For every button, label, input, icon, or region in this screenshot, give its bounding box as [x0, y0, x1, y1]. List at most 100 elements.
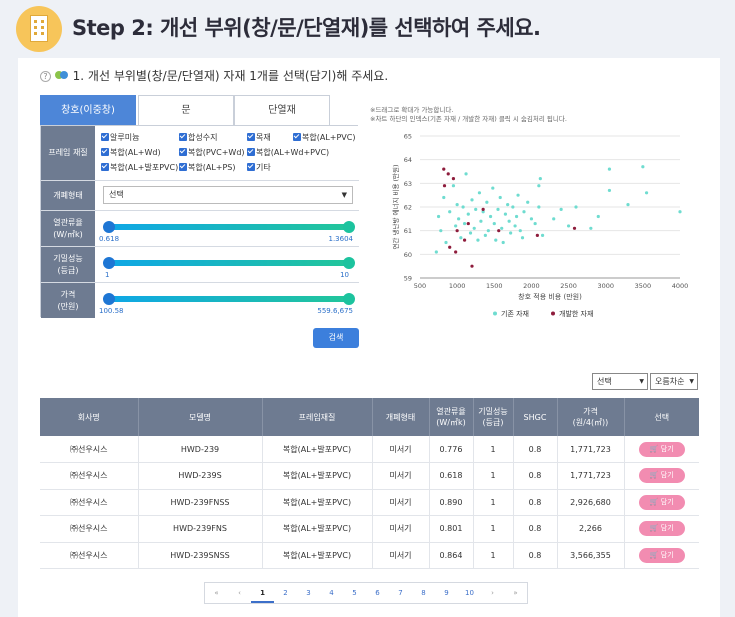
- filter-open-type-row: 개폐형태 선택 ▼: [41, 181, 359, 211]
- data-point: [462, 221, 467, 226]
- filter-frame-label: 프레임 재질: [41, 126, 95, 180]
- data-point: [607, 167, 612, 171]
- cart-icon: 🛒: [649, 444, 661, 453]
- tab-window[interactable]: 창호(이중창): [40, 95, 136, 125]
- slider-min-handle[interactable]: [103, 293, 115, 305]
- data-point: [486, 229, 490, 233]
- y-axis-label: 연간 냉난방 에너지 비용 (만원): [391, 164, 400, 249]
- table-cell: 1: [473, 515, 514, 543]
- chevron-down-icon: ▼: [341, 191, 347, 199]
- add-label: 담기: [660, 444, 674, 453]
- frame-option-checkbox[interactable]: 복합(AL+Wd): [101, 147, 161, 158]
- subtitle-text: 1. 개선 부위별(창/문/단열재) 자재 1개를 선택(담기)해 주세요.: [72, 69, 389, 83]
- add-to-cart-button[interactable]: 🛒 담기: [638, 468, 685, 484]
- data-point: [538, 177, 542, 181]
- uvalue-slider[interactable]: [103, 221, 355, 233]
- page-button[interactable]: 1: [251, 583, 274, 603]
- data-point: [474, 207, 478, 211]
- frame-option-checkbox[interactable]: 복합(AL+PS): [179, 162, 236, 173]
- scatter-chart[interactable]: 59 60 61 62 63 64 65 500 1000 1500 2000 2500 3000 350…: [370, 124, 700, 324]
- first-page-button[interactable]: «: [214, 589, 219, 597]
- data-point: [520, 236, 525, 240]
- table-cell: 0.864: [429, 542, 474, 569]
- filter-uvalue-label: 열관류율 (W/㎡k): [41, 211, 95, 246]
- price-slider[interactable]: [103, 293, 355, 305]
- frame-option-checkbox[interactable]: 목재: [247, 132, 271, 143]
- frame-option-checkbox[interactable]: 기타: [247, 162, 271, 173]
- x-tick-label: 4000: [672, 282, 689, 290]
- add-to-cart-button[interactable]: 🛒 담기: [638, 441, 685, 457]
- cart-icon: 🛒: [649, 471, 661, 480]
- page-button[interactable]: 4: [329, 589, 334, 597]
- page-button[interactable]: 6: [375, 589, 380, 597]
- table-cell: 0.776: [429, 436, 474, 463]
- chevron-down-icon: ▼: [639, 378, 644, 385]
- data-point: [522, 210, 526, 214]
- slider-max-handle[interactable]: [343, 221, 355, 233]
- data-point: [459, 236, 463, 240]
- tab-door[interactable]: 문: [138, 95, 234, 125]
- filter-price-row: 가격 (만원) 100.58 559.6,675: [41, 283, 359, 318]
- page-button[interactable]: 5: [352, 589, 357, 597]
- slider-max-handle[interactable]: [343, 293, 355, 305]
- sort-order-select[interactable]: 오름차순 ▼: [650, 373, 698, 390]
- chart-notes: ※드래그로 확대가 가능합니다. ※차트 하단의 인덱스(기존 자재 / 개발한…: [370, 106, 567, 124]
- add-to-cart-button[interactable]: 🛒 담기: [638, 521, 685, 537]
- frame-option-checkbox[interactable]: 합성수지: [179, 132, 217, 143]
- data-point: [454, 224, 458, 228]
- table-row: ㈜선우시스 HWD-239SNSS 복합(AL+발포PVC) 미서기 0.864 1 0.8…: [40, 542, 699, 569]
- open-type-select[interactable]: 선택 ▼: [103, 186, 353, 204]
- data-point: [537, 205, 541, 209]
- page-button[interactable]: 3: [306, 589, 311, 597]
- data-point: [503, 212, 508, 216]
- page-button[interactable]: 2: [283, 589, 288, 597]
- add-to-cart-button[interactable]: 🛒 담기: [638, 494, 685, 510]
- help-icon[interactable]: ?: [40, 71, 51, 82]
- frame-option-checkbox[interactable]: 복합(PVC+Wd): [179, 147, 245, 158]
- frame-option-checkbox[interactable]: 알루미늄: [101, 132, 139, 143]
- last-page-button[interactable]: »: [513, 589, 518, 597]
- data-point: [518, 229, 522, 233]
- frame-option-checkbox[interactable]: 복합(AL+발포PVC): [101, 162, 178, 173]
- data-point: [574, 205, 578, 209]
- data-point: [448, 245, 452, 249]
- y-tick-label: 63: [404, 180, 412, 188]
- table-cell: ㈜선우시스: [40, 489, 139, 516]
- frame-option-checkbox[interactable]: 복합(AL+Wd+PVC): [247, 147, 329, 158]
- slider-min-handle[interactable]: [103, 221, 115, 233]
- x-tick-label: 1500: [486, 282, 503, 290]
- data-point: [454, 250, 458, 254]
- page-button[interactable]: 10: [465, 589, 474, 597]
- data-point: [626, 203, 630, 207]
- page-button[interactable]: 7: [398, 589, 403, 597]
- category-tabs: 창호(이중창) 문 단열재: [40, 95, 358, 125]
- frame-option-checkbox[interactable]: 복합(AL+PVC): [293, 132, 355, 143]
- table-cell: 복합(AL+발포PVC): [262, 542, 373, 569]
- data-point: [451, 184, 456, 188]
- sort-field-select[interactable]: 선택 ▼: [592, 373, 648, 390]
- next-page-button[interactable]: ›: [491, 589, 494, 597]
- data-point: [492, 221, 496, 226]
- table-cell: 🛒 담기: [624, 542, 699, 569]
- tab-insulation[interactable]: 단열재: [234, 95, 330, 125]
- table-cell: 미서기: [372, 436, 430, 463]
- table-cell: 복합(AL+발포PVC): [262, 436, 373, 463]
- data-point: [442, 184, 447, 188]
- page-button[interactable]: 9: [444, 589, 449, 597]
- airtight-slider[interactable]: [103, 257, 355, 269]
- add-label: 담기: [660, 471, 674, 480]
- page-button[interactable]: 8: [421, 589, 426, 597]
- slider-max-handle[interactable]: [343, 257, 355, 269]
- data-point: [566, 224, 571, 228]
- frame-options: 알루미늄 합성수지 목재 복합(AL+PVC) 복합(AL+Wd) 복합(PVC…: [95, 126, 359, 180]
- prev-page-button[interactable]: ‹: [238, 589, 241, 597]
- filter-frame-row: 프레임 재질 알루미늄 합성수지 목재 복합(AL+PVC) 복합(AL+Wd)…: [41, 126, 359, 181]
- y-tick-label: 61: [404, 227, 412, 235]
- search-button[interactable]: 검색: [313, 328, 359, 348]
- data-point: [516, 193, 520, 197]
- table-cell: HWD-239S: [138, 462, 263, 490]
- add-to-cart-button[interactable]: 🛒 담기: [638, 547, 685, 563]
- slider-min-handle[interactable]: [103, 257, 115, 269]
- data-point: [451, 177, 456, 181]
- legend-marker: [551, 311, 555, 316]
